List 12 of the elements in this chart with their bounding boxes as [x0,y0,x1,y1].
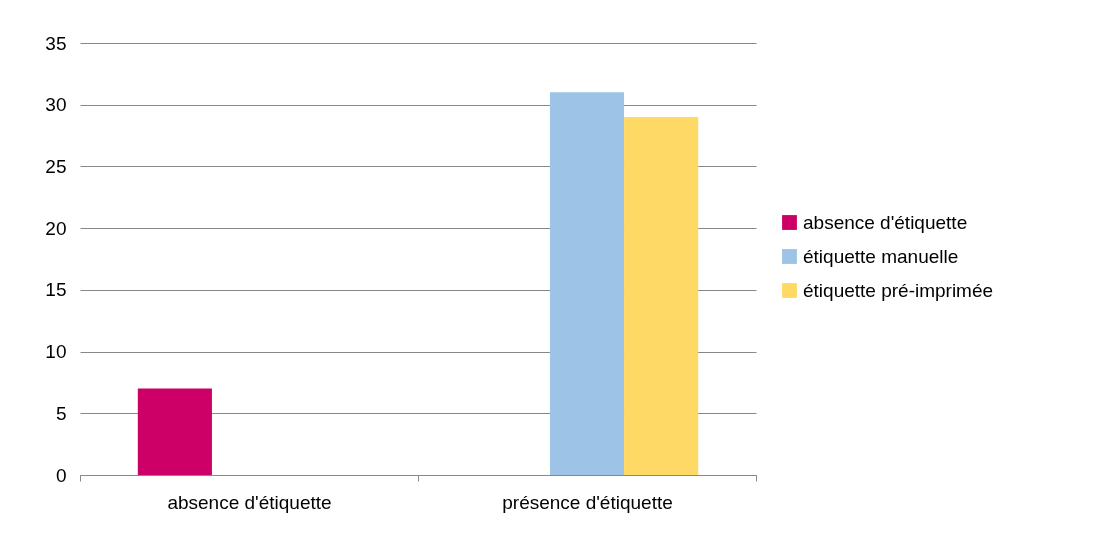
y-tick-label: 35 [45,32,67,54]
y-tick-label: 10 [45,341,67,363]
y-tick-label: 25 [45,155,67,177]
y-tick-label: 5 [55,402,67,424]
y-tick-label: 30 [45,94,67,116]
y-tick-label: 20 [45,217,67,239]
legend-label: absence d'étiquette [803,211,968,233]
legend-label: étiquette pré-imprimée [803,279,994,301]
y-tick-label: 15 [45,279,67,301]
x-tick-label: présence d'étiquette [502,491,673,513]
y-tick-label: 0 [55,464,67,486]
legend-label: étiquette manuelle [803,245,959,267]
